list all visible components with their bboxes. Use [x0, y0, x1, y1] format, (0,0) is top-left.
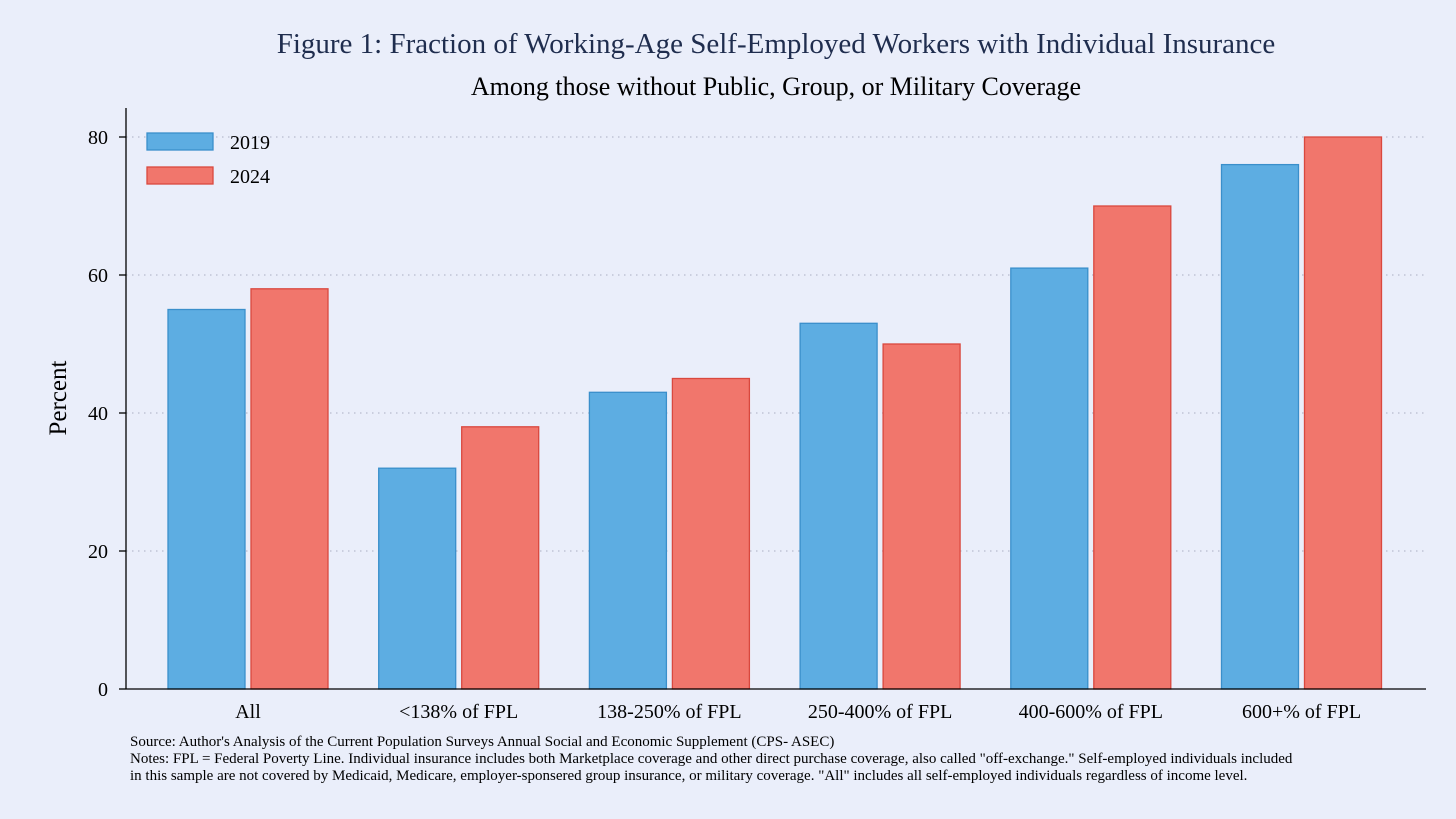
notes-line-1: Notes: FPL = Federal Poverty Line. Indiv… [130, 751, 1293, 767]
bar-2019-0 [167, 308, 246, 690]
bar-2024-1 [461, 426, 540, 690]
legend-label-2019: 2019 [230, 132, 270, 154]
y-axis-title: Percent [45, 360, 72, 435]
notes-line-2: in this sample are not covered by Medica… [130, 768, 1248, 784]
x-axis-labels: All <138% of FPL 138-250% of FPL 250-400% o… [235, 701, 1361, 723]
y-axis-ticks: 0 20 40 60 80 [88, 127, 126, 701]
bar-2019-4 [1010, 267, 1089, 690]
source-note: Source: Author's Analysis of the Current… [130, 734, 835, 750]
chart-subtitle: Among those without Public, Group, or Mi… [470, 72, 1082, 101]
x-category-label: <138% of FPL [399, 701, 518, 723]
y-tick-label: 80 [88, 127, 108, 149]
legend: 2019 2024 [146, 132, 270, 188]
bar-2019-1 [378, 467, 457, 690]
bar-2024-4 [1093, 205, 1172, 690]
bars [167, 136, 1383, 690]
x-category-label: 250-400% of FPL [808, 701, 952, 723]
gridlines [126, 136, 1426, 552]
bar-2024-2 [671, 377, 751, 690]
y-tick-label: 20 [88, 541, 108, 563]
bar-2019-2 [588, 391, 668, 690]
x-category-label: 138-250% of FPL [597, 701, 741, 723]
bar-2019-3 [799, 322, 878, 690]
x-category-label: 600+% of FPL [1242, 701, 1361, 723]
legend-label-2024: 2024 [230, 166, 270, 188]
bar-2019-5 [1220, 163, 1300, 690]
y-tick-label: 40 [88, 403, 108, 425]
legend-swatch-2024 [146, 166, 214, 185]
y-tick-label: 0 [98, 679, 108, 701]
bar-2024-0 [250, 288, 329, 690]
legend-swatch-2019 [146, 132, 214, 151]
x-category-label: 400-600% of FPL [1019, 701, 1163, 723]
bar-2024-3 [882, 343, 961, 690]
y-tick-label: 60 [88, 265, 108, 287]
x-category-label: All [235, 701, 261, 723]
chart-title: Figure 1: Fraction of Working-Age Self-E… [276, 28, 1276, 60]
notes-block: Source: Author's Analysis of the Current… [130, 734, 1440, 785]
bar-2024-5 [1303, 136, 1383, 690]
